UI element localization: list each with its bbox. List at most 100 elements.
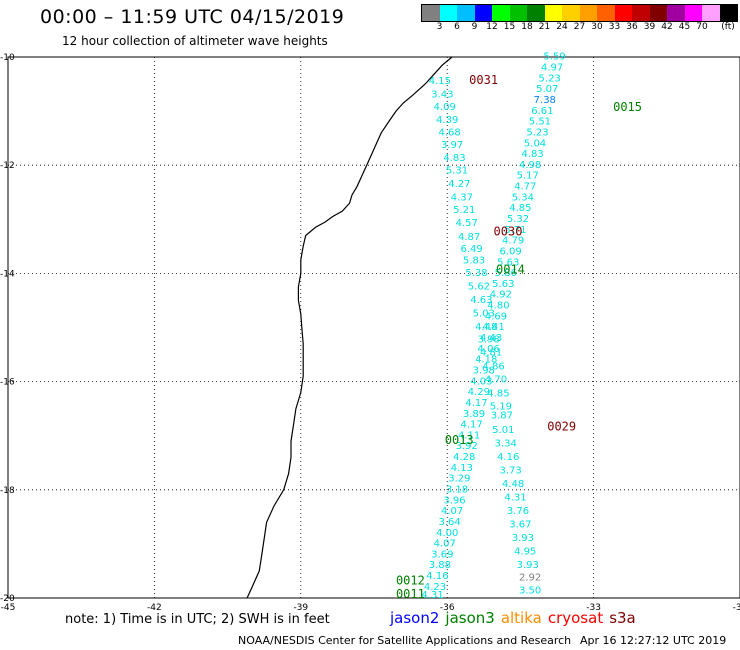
lon-tick-label: -39 [293,603,308,613]
lon-tick-label: -30 [733,603,740,613]
swh-value: 4.97 [541,63,563,74]
swh-value: 4.31 [504,493,526,504]
pass-id-label: 0031 [469,73,498,87]
swh-value: 6.09 [500,246,522,257]
swh-value: 4.57 [456,218,478,229]
satellite-name: cryosat [547,609,604,627]
lon-tick-label: -36 [440,603,455,613]
swh-value: 4.07 [441,506,463,517]
satellite-name: altika [500,609,542,627]
swh-value: 5.71 [504,225,526,236]
swh-value: 4.83 [521,149,543,160]
swh-value: 4.16 [497,452,519,463]
swh-value: 4.87 [458,232,480,243]
swh-value: 3.93 [512,533,534,544]
satellite-name: jason3 [445,609,495,627]
swh-value: 4.39 [436,115,458,126]
swh-value: 5.59 [543,52,565,63]
swh-value: 4.17 [465,398,487,409]
swh-value: 3.43 [431,90,453,101]
swh-value: 4.15 [429,76,451,87]
swh-value: 4.16 [426,571,448,582]
legend-label: 45 [678,22,691,32]
swh-value: 5.86 [495,268,517,279]
swh-value: 4.80 [487,301,509,312]
legend-swatch [527,5,545,21]
lat-tick-label: -12 [0,161,15,171]
swh-value: 4.95 [514,547,536,558]
legend-label: 6 [454,22,460,32]
swh-value: 4.69 [485,311,507,322]
legend-label: 24 [556,22,568,32]
legend-label: 33 [608,22,621,32]
swh-value: 5.51 [529,117,551,128]
swh-value: 4.17 [460,420,482,431]
swh-value: 4.03 [470,376,492,387]
legend-label: 12 [486,22,498,32]
pass-id-label: 0030 [494,225,523,239]
swh-value: 4.37 [451,192,473,203]
swh-value: 4.23 [424,582,446,593]
swh-value: 5.03 [473,309,495,320]
swh-value: 4.77 [514,182,536,193]
swh-value: 3.64 [439,517,461,528]
swh-value: 5.83 [463,256,485,267]
swh-value: 7.38 [534,95,556,106]
swh-tracks: 4.153.434.094.394.683.974.835.314.274.37… [421,52,565,601]
lat-tick-label: -16 [0,378,15,388]
legend-label: 30 [591,22,603,32]
legend-swatch [614,5,632,21]
satellite-name: s3a [609,609,636,627]
pass-id-label: 0011 [396,587,425,601]
legend-label: 42 [661,22,673,32]
credit-text: NOAA/NESDIS Center for Satellite Applica… [238,634,572,647]
swh-value: 3.98 [478,335,500,346]
legend-label: 36 [626,22,638,32]
legend-swatch [579,5,597,21]
legend-swatch [492,5,510,21]
swh-value: 3.69 [431,549,453,560]
swh-value: 4.06 [478,344,500,355]
map-title: 00:00 – 11:59 UTC 04/15/2019 [40,6,345,28]
legend-labels: 3 6 9 12 15 18 21 24 27 30 33 36 39 42 45 70 (ft) [421,22,740,34]
lat-tick-label: -14 [0,269,15,279]
lat-tick-label: -18 [0,486,15,496]
swh-value: 4.11 [458,430,480,441]
legend-swatch [649,5,667,21]
legend-swatch [439,5,457,21]
swh-value: 5.32 [507,214,529,225]
swh-value: 3.73 [500,466,522,477]
swh-value: 5.07 [536,84,558,95]
swh-value: 5.62 [468,282,490,293]
swh-value: 5.31 [446,165,468,176]
swh-value: 4.85 [509,203,531,214]
swh-value: 3.96 [443,495,465,506]
swh-value: 4.27 [448,179,470,190]
pass-id-label: 0029 [547,419,576,433]
swh-value: 3.34 [495,439,517,450]
swh-value: 3.92 [456,441,478,452]
swh-value: 4.79 [502,236,524,247]
legend-swatch [562,5,580,21]
swh-value: 3.67 [509,520,531,531]
swh-value: 5.04 [524,138,546,149]
legend-swatch [667,5,685,21]
legend-label: 15 [503,22,516,32]
swh-value: 4.83 [443,153,465,164]
axis-tick-labels: -45 -42 -39 -36 -33 -30 -10 -12 -14 -16 -18 -20 [0,53,740,613]
satellite-name: jason2 [390,609,440,627]
swh-value: 3.98 [473,365,495,376]
swh-value: 4.43 [480,333,502,344]
swh-value: 3.97 [441,140,463,151]
legend-swatch [509,5,527,21]
swh-value: 5.23 [526,127,548,138]
lon-tick-label: -33 [586,603,601,613]
swh-value: 4.28 [453,452,475,463]
swh-value: 5.34 [512,192,534,203]
legend-swatch [632,5,650,21]
lat-tick-label: -20 [0,594,15,604]
legend-label: 3 [436,22,443,32]
legend-label: 39 [643,22,656,32]
legend-swatch [597,5,615,21]
